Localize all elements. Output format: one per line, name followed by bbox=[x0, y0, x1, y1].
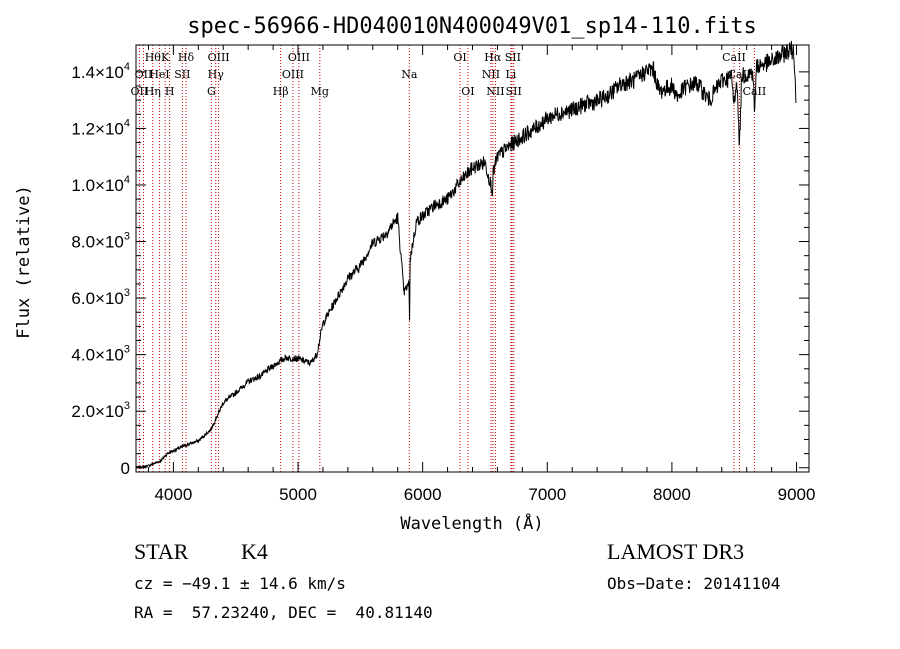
x-tick-label: 5000 bbox=[279, 485, 317, 504]
redshift-cz: cz = −49.1 ± 14.6 km/s bbox=[134, 574, 346, 593]
line-label: OII bbox=[135, 68, 153, 81]
line-label: SII bbox=[174, 68, 190, 81]
line-label: Hγ bbox=[208, 68, 225, 81]
x-tick-label: 9000 bbox=[778, 485, 816, 504]
line-label: SII bbox=[506, 85, 522, 98]
line-label: OIII bbox=[288, 51, 310, 64]
spectrum-line bbox=[135, 40, 797, 470]
line-label: OI bbox=[453, 51, 466, 64]
y-tick-label: 2.0×103 bbox=[71, 400, 130, 421]
y-axis-ticks: 0 2.0×103 4.0×103 6.0×103 8.0×103 1.0×104 1.2×… bbox=[71, 61, 809, 478]
line-label: Hβ bbox=[273, 85, 289, 98]
emission-line-markers bbox=[138, 45, 755, 472]
line-label: OII bbox=[131, 85, 149, 98]
ra-dec-coordinates: RA = 57.23240, DEC = 40.81140 bbox=[134, 603, 433, 622]
line-label: Hα bbox=[484, 51, 502, 64]
y-axis-label: Flux (relative) bbox=[14, 185, 34, 339]
spectral-subclass: K4 bbox=[241, 539, 268, 564]
observation-date: Obs−Date: 20141104 bbox=[607, 574, 781, 593]
line-label: Li bbox=[505, 68, 516, 81]
line-label: Mg bbox=[311, 85, 329, 98]
survey-name: LAMOST DR3 bbox=[607, 539, 745, 564]
plot-frame bbox=[135, 44, 810, 473]
line-label: NII bbox=[482, 68, 500, 81]
line-label: Hδ bbox=[178, 51, 195, 64]
line-label: K bbox=[161, 51, 170, 64]
line-label: OI bbox=[461, 85, 474, 98]
line-label: OIII bbox=[282, 68, 304, 81]
line-label: OIII bbox=[208, 51, 230, 64]
line-label: H bbox=[165, 85, 175, 98]
line-label: Hη bbox=[145, 85, 161, 98]
y-tick-label: 0 bbox=[121, 459, 130, 478]
y-tick-label: 8.0×103 bbox=[71, 231, 130, 252]
x-axis-ticks: 4000 5000 6000 7000 8000 9000 bbox=[147, 45, 816, 504]
y-tick-label: 6.0×103 bbox=[71, 287, 130, 308]
y-tick-label: 1.0×104 bbox=[71, 174, 130, 195]
x-tick-label: 4000 bbox=[154, 485, 192, 504]
line-label: CaII bbox=[722, 51, 746, 64]
line-label: NII bbox=[486, 85, 504, 98]
x-axis-label: Wavelength (Å) bbox=[400, 512, 543, 534]
line-label: HeI bbox=[149, 68, 169, 81]
y-tick-label: 1.2×104 bbox=[71, 117, 130, 138]
y-tick-label: 4.0×103 bbox=[71, 344, 130, 365]
x-tick-label: 7000 bbox=[528, 485, 566, 504]
line-label: CaII bbox=[743, 85, 767, 98]
object-class: STAR bbox=[134, 539, 189, 564]
x-tick-label: 8000 bbox=[653, 485, 691, 504]
line-label: G bbox=[207, 85, 216, 98]
line-label: SII bbox=[505, 51, 521, 64]
y-tick-label: 1.4×104 bbox=[71, 61, 130, 82]
x-tick-label: 6000 bbox=[404, 485, 442, 504]
line-label: Na bbox=[401, 68, 418, 81]
chart-title: spec-56966-HD040010N400049V01_sp14-110.f… bbox=[187, 14, 757, 39]
line-label: Hθ bbox=[145, 51, 162, 64]
